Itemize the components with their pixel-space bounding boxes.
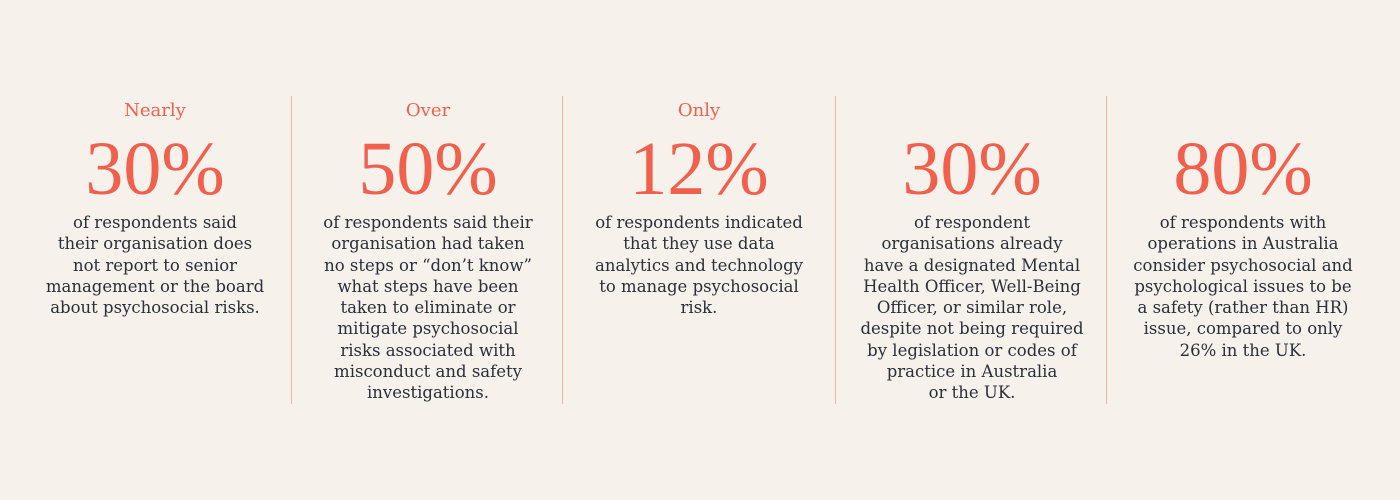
column-divider — [562, 96, 563, 404]
description-line: of respondents said — [73, 213, 237, 232]
stat-figure: 12% — [629, 127, 769, 211]
description-line: 26% in the UK. — [1179, 340, 1307, 360]
description-line: analytics and technology — [595, 255, 803, 275]
description-line: or the UK. — [928, 383, 1016, 403]
stat-figure: 30% — [85, 127, 225, 211]
description-line: their organisation does — [57, 234, 253, 254]
stat-column: 80% of respondents with operations in Aust… — [1107, 96, 1379, 404]
description-line: that they use data — [623, 234, 775, 254]
stat-column: Over 50% of respondents said their organisa… — [292, 96, 564, 404]
stat-figure: 80% — [1173, 127, 1313, 211]
description-line: by legislation or codes of — [867, 340, 1077, 360]
description-line: Health Officer, Well-Being — [863, 276, 1081, 296]
stat-figure: 30% — [902, 127, 1042, 211]
description-line: of respondents indicated — [595, 213, 803, 232]
stat-description: of respondent organisations already have a… — [836, 212, 1108, 404]
description-line: despite not being required — [860, 319, 1084, 339]
column-divider — [835, 96, 836, 404]
stat-prefix: Only — [677, 100, 721, 121]
description-line: operations in Australia — [1147, 234, 1339, 254]
stat-column: Only 12% of respondents indicated that they… — [563, 96, 835, 404]
description-line: management or the board — [45, 276, 265, 296]
description-line: taken to eliminate or — [340, 298, 516, 318]
description-line: organisations already — [881, 234, 1063, 254]
stat-description: of respondents said their organisation ha… — [292, 212, 564, 404]
description-line: mitigate psychosocial — [337, 319, 519, 339]
description-line: of respondent — [913, 213, 1031, 232]
description-line: not report to senior — [72, 255, 238, 275]
stat-column: Nearly 30% of respondents said their organi… — [19, 96, 291, 404]
description-line: of respondents with — [1159, 213, 1327, 232]
stat-prefix: Nearly — [124, 100, 186, 121]
description-line: Officer, or similar role, — [876, 298, 1068, 318]
description-line: to manage psychosocial — [599, 276, 799, 296]
description-line: risks associated with — [340, 340, 516, 360]
stat-description: of respondents indicated that they use da… — [563, 212, 835, 318]
description-line: investigations. — [367, 383, 489, 403]
description-line: have a designated Mental — [863, 255, 1081, 275]
stat-description: of respondents with operations in Austral… — [1107, 212, 1379, 361]
description-line: practice in Australia — [886, 362, 1058, 382]
description-line: risk. — [680, 298, 718, 318]
stat-figure: 50% — [358, 127, 498, 211]
description-line: of respondents said their — [323, 213, 533, 232]
description-line: a safety (rather than HR) — [1137, 298, 1349, 318]
description-line: no steps or “don’t know” — [324, 255, 532, 275]
column-divider — [1106, 96, 1107, 404]
description-line: what steps have been — [337, 276, 519, 296]
description-line: issue, compared to only — [1143, 319, 1343, 339]
column-divider — [291, 96, 292, 404]
description-line: misconduct and safety — [334, 362, 522, 382]
stat-column: 30% of respondent organisations already hav… — [836, 96, 1108, 404]
description-line: about psychosocial risks. — [50, 298, 260, 318]
stat-prefix: Over — [405, 100, 451, 121]
description-line: consider psychosocial and — [1133, 255, 1353, 275]
description-line: psychological issues to be — [1134, 276, 1352, 296]
stat-description: of respondents said their organisation do… — [19, 212, 291, 318]
description-line: organisation had taken — [331, 234, 525, 254]
